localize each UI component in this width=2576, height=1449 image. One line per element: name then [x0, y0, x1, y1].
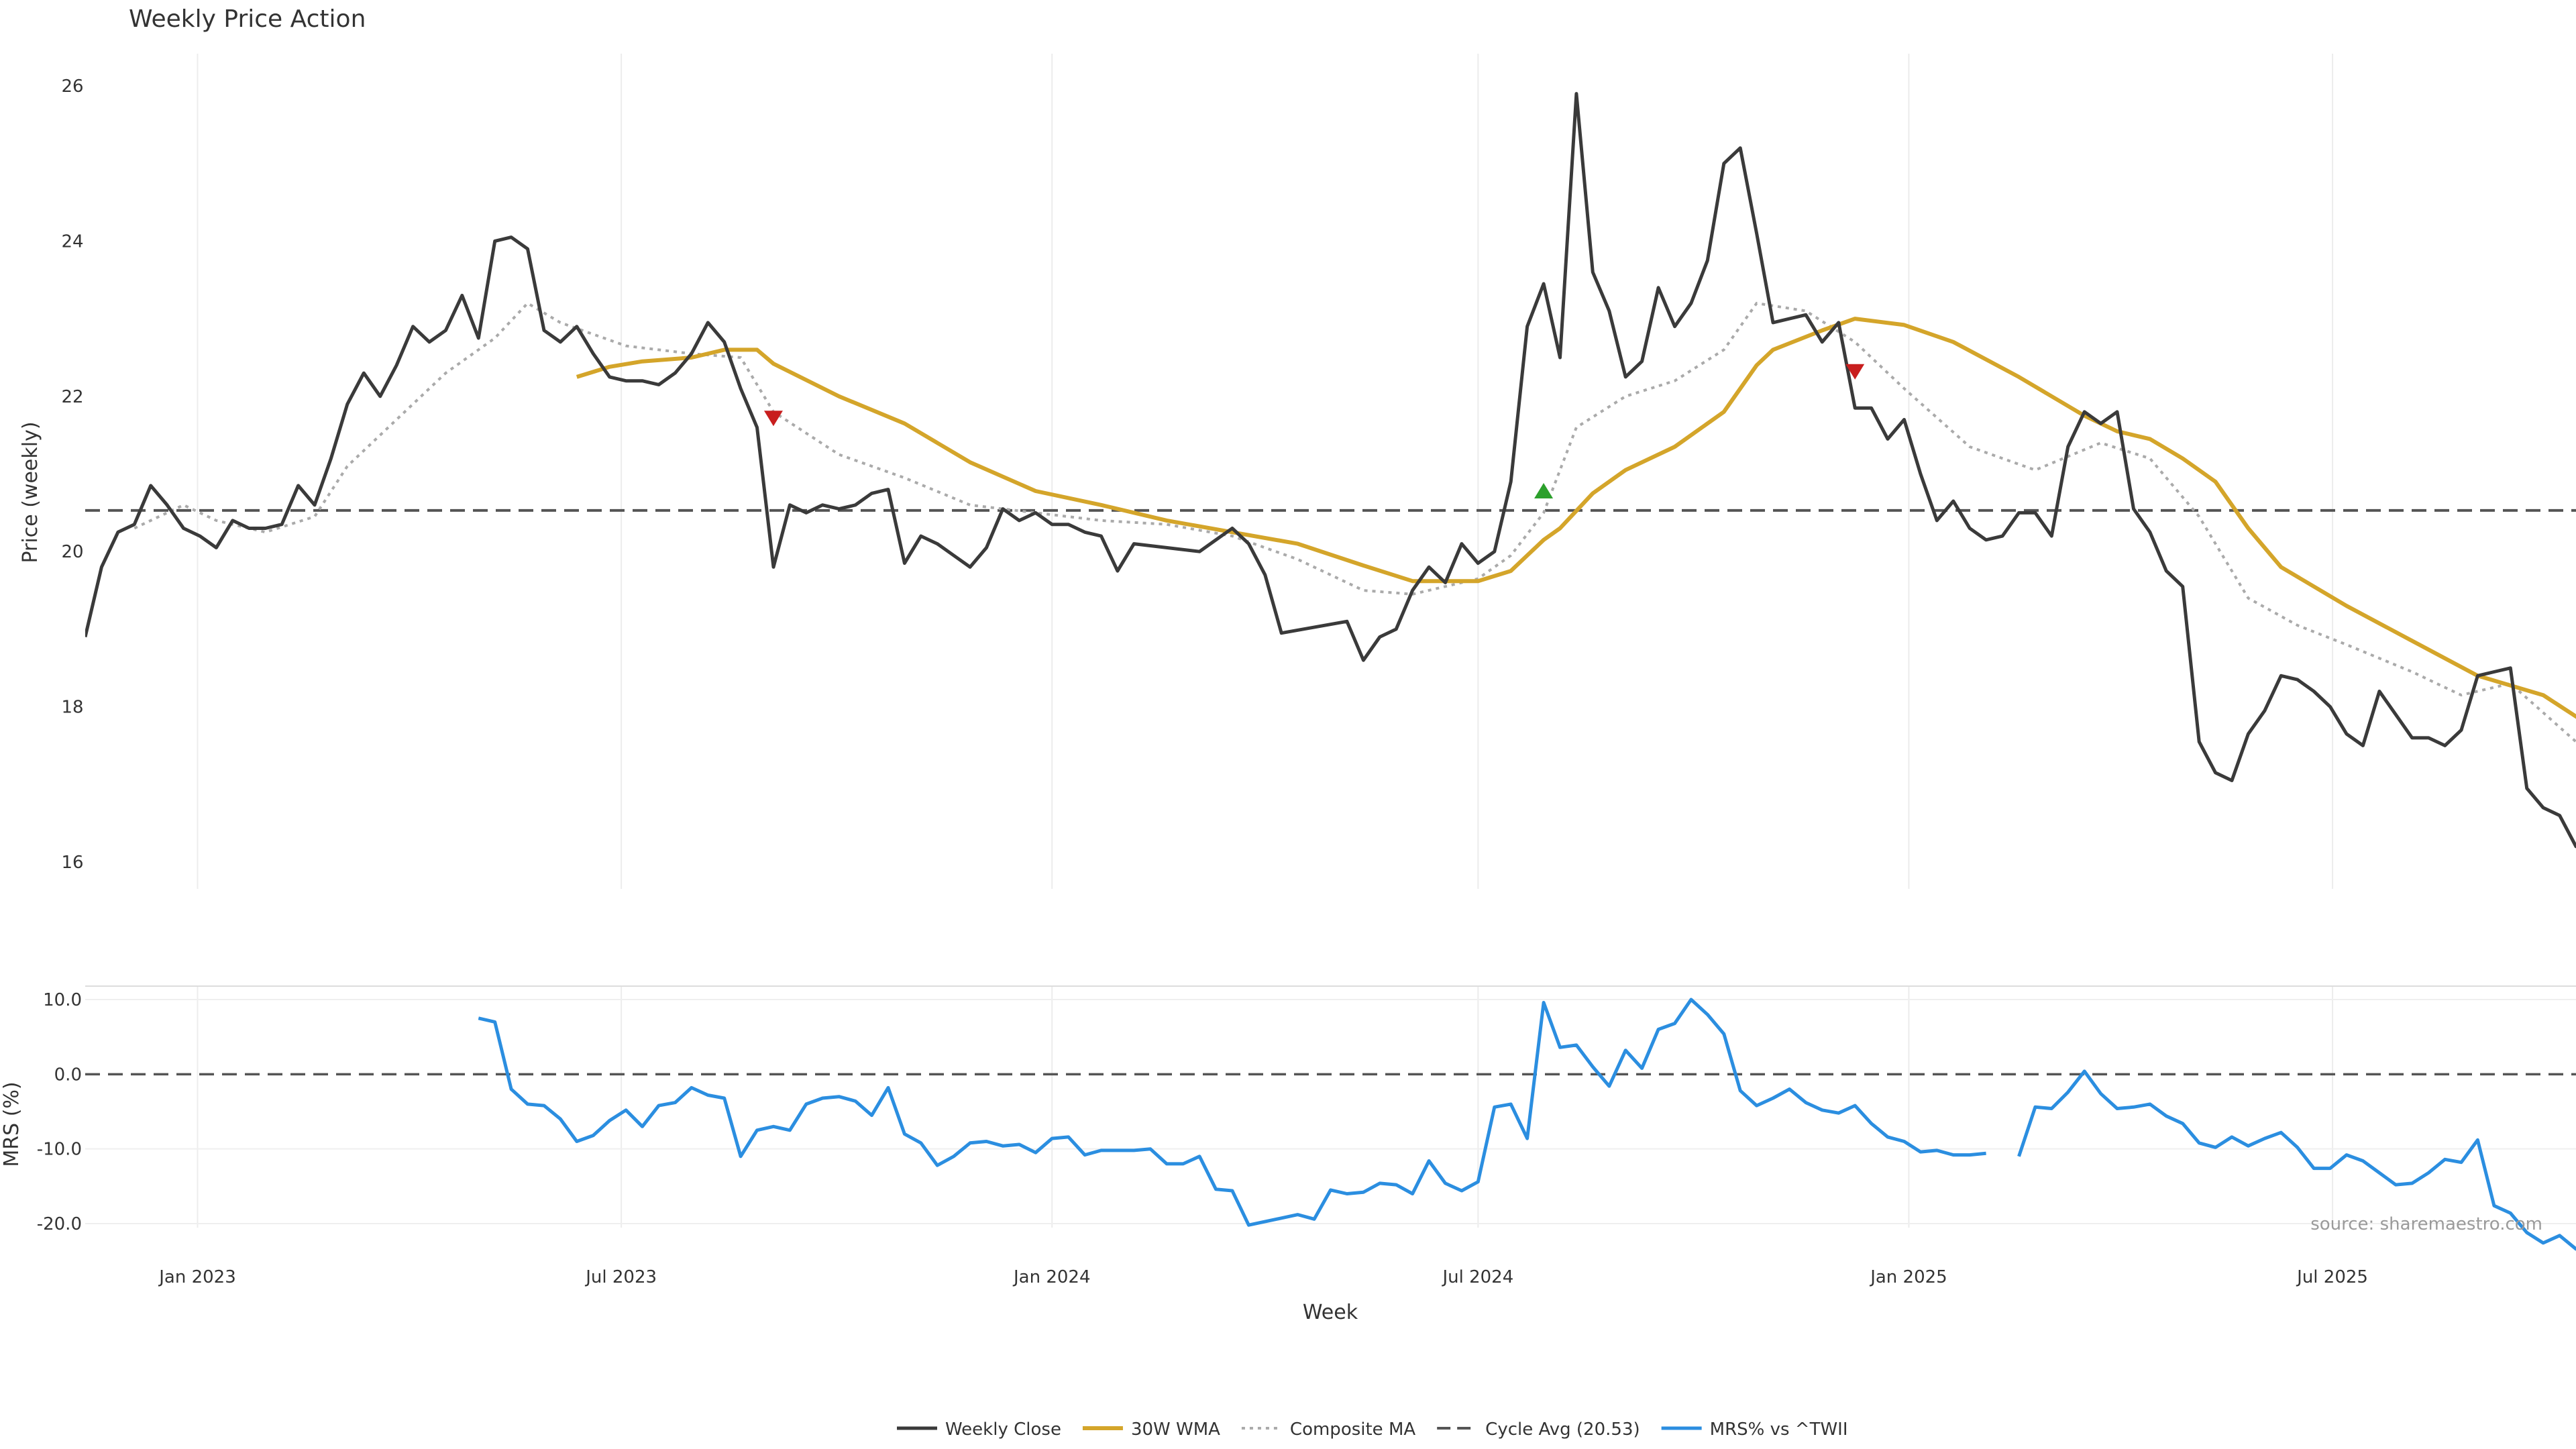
legend-item: Weekly Close: [897, 1419, 1061, 1440]
mrs-y-tick-label: 0.0: [54, 1065, 82, 1085]
legend-item: 30W WMA: [1082, 1419, 1220, 1440]
x-tick-label: Jul 2023: [584, 1267, 657, 1287]
x-axis-title: Week: [1303, 1301, 1358, 1324]
legend: Weekly Close 30W WMA Composite MA Cycle Avg…: [897, 1419, 1848, 1440]
axis-labels: Jan 2023 Jul 2023 Jan 2024 Jul 2024 Jan 2025…: [37, 76, 2368, 1287]
series-line-composite: [133, 301, 2576, 744]
chart-title: Weekly Price Action: [129, 5, 366, 33]
price-y-tick-label: 24: [61, 231, 83, 252]
signal-markers: [763, 364, 1865, 498]
x-tick-label: Jul 2024: [1441, 1267, 1513, 1287]
signal-buy-marker: [1534, 482, 1554, 498]
price-y-tick-label: 18: [61, 698, 83, 718]
series-line-mrs: [478, 998, 2576, 1251]
grid-layer: [85, 54, 2576, 1228]
x-tick-label: Jan 2025: [1869, 1267, 1947, 1287]
mrs-y-tick-label: -20.0: [37, 1214, 82, 1234]
series-layer: [85, 92, 2576, 1251]
mrs-y-tick-label: -10.0: [37, 1140, 82, 1160]
legend-item: Cycle Avg (20.53): [1437, 1419, 1640, 1440]
reference-lines: [85, 508, 2576, 1076]
legend-label: Cycle Avg (20.53): [1485, 1419, 1640, 1440]
mrs-y-axis-title: MRS (%): [0, 1081, 23, 1167]
legend-label: Composite MA: [1290, 1419, 1415, 1440]
x-tick-label: Jul 2025: [2296, 1267, 2368, 1287]
legend-item: Composite MA: [1241, 1419, 1415, 1440]
legend-label: 30W WMA: [1131, 1419, 1220, 1440]
signal-sell-marker: [763, 411, 783, 427]
source-note: source: sharemaestro.com: [2310, 1214, 2542, 1234]
legend-label: MRS% vs ^TWII: [1710, 1419, 1848, 1440]
x-tick-label: Jan 2023: [158, 1267, 236, 1287]
x-tick-label: Jan 2024: [1012, 1267, 1091, 1287]
legend-item: MRS% vs ^TWII: [1661, 1419, 1848, 1440]
price-y-tick-label: 22: [61, 387, 83, 407]
mrs-y-tick-label: 10.0: [43, 990, 82, 1010]
series-line-wma: [576, 317, 2576, 719]
series-line-close: [85, 92, 2576, 849]
signal-sell-marker: [1845, 364, 1865, 380]
price-y-tick-label: 26: [61, 76, 83, 97]
price-y-tick-label: 16: [61, 853, 83, 873]
price-y-tick-label: 20: [61, 542, 83, 562]
price-y-axis-title: Price (weekly): [19, 421, 42, 563]
legend-label: Weekly Close: [945, 1419, 1061, 1440]
